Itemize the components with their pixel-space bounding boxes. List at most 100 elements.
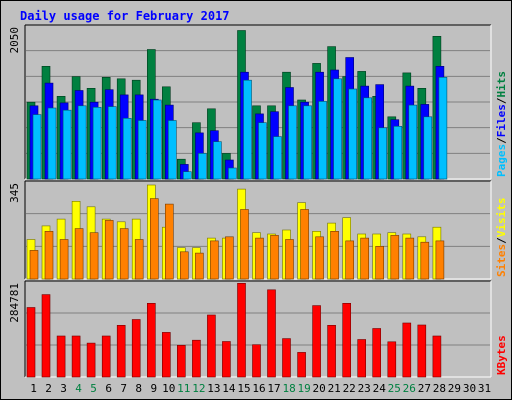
- bar-kbytes-kbytes-day-10: [162, 332, 171, 378]
- x-tick-label-day-10: 10: [162, 382, 175, 395]
- bar-hits-pages-day-28: [438, 77, 448, 180]
- legend-entry-pages: Pages: [495, 144, 508, 177]
- bar-hits-pages-day-1: [32, 114, 42, 180]
- legend-entry-files: Files: [495, 104, 508, 137]
- bar-hits-pages-day-22: [348, 88, 358, 180]
- bar-hits-pages-day-7: [122, 118, 132, 180]
- x-tick-label-day-1: 1: [30, 382, 37, 395]
- x-tick-label-day-31: 31: [478, 382, 491, 395]
- bar-hits-pages-day-2: [47, 107, 57, 180]
- bar-hits-pages-day-20: [318, 101, 327, 180]
- legend-kbytes: KBytes: [495, 335, 508, 375]
- bar-hits-pages-day-13: [213, 141, 222, 180]
- bar-kbytes-kbytes-day-12: [192, 339, 201, 378]
- bar-kbytes-kbytes-day-1: [26, 307, 36, 378]
- bar-visits-sites-day-26: [405, 237, 415, 280]
- bar-kbytes-kbytes-day-15: [237, 282, 246, 378]
- x-tick-label-day-2: 2: [45, 382, 52, 395]
- x-tick-label-day-17: 17: [267, 382, 280, 395]
- x-tick-label-day-7: 7: [120, 382, 127, 395]
- bar-hits-pages-day-15: [243, 79, 252, 180]
- bar-kbytes-kbytes-day-25: [387, 341, 397, 378]
- bar-hits-pages-day-9: [153, 99, 162, 180]
- bar-visits-sites-day-4: [74, 228, 84, 280]
- bar-kbytes-kbytes-day-13: [207, 314, 216, 378]
- y-max-label: 2050: [8, 27, 21, 54]
- bar-kbytes-kbytes-day-7: [116, 324, 126, 378]
- bar-hits-pages-day-16: [258, 122, 267, 180]
- bar-kbytes-kbytes-day-18: [282, 338, 291, 378]
- legend-visits: Sites/Visits: [495, 198, 508, 278]
- bar-kbytes-kbytes-day-21: [327, 324, 336, 378]
- y-max-label: 284781: [8, 283, 21, 323]
- x-tick-label-day-24: 24: [373, 382, 387, 395]
- bar-kbytes-kbytes-day-28: [432, 335, 442, 378]
- bar-hits-pages-day-12: [198, 153, 207, 180]
- bar-kbytes-kbytes-day-22: [342, 302, 352, 378]
- bar-visits-sites-day-2: [44, 231, 54, 280]
- x-tick-label-day-9: 9: [150, 382, 157, 395]
- x-tick-label-day-27: 27: [418, 382, 431, 395]
- bar-kbytes-kbytes-day-8: [131, 319, 141, 378]
- bar-kbytes-kbytes-day-26: [402, 322, 412, 378]
- bar-visits-sites-day-9: [150, 198, 159, 280]
- bar-hits-pages-day-25: [393, 126, 403, 180]
- x-tick-label-day-15: 15: [237, 382, 250, 395]
- bar-hits-pages-day-26: [408, 104, 418, 180]
- legend-separator: /: [495, 137, 508, 144]
- bar-hits-pages-day-24: [378, 127, 388, 180]
- x-tick-label-day-12: 12: [192, 382, 205, 395]
- bar-visits-sites-day-8: [134, 239, 144, 280]
- bar-kbytes-kbytes-day-17: [267, 289, 276, 378]
- bar-kbytes-kbytes-day-6: [101, 335, 111, 378]
- bar-kbytes-kbytes-day-23: [357, 339, 367, 378]
- x-tick-label-day-11: 11: [177, 382, 190, 395]
- bar-hits-pages-day-21: [333, 78, 342, 180]
- panel-hits: 2050 Pages/Files/Hits: [8, 24, 508, 180]
- bar-kbytes-kbytes-day-2: [41, 294, 51, 378]
- bar-visits-sites-day-17: [270, 235, 279, 280]
- bar-hits-pages-day-14: [228, 167, 237, 180]
- bar-visits-sites-day-27: [420, 241, 430, 280]
- bar-visits-sites-day-12: [195, 252, 204, 280]
- bar-kbytes-kbytes-day-20: [312, 305, 321, 378]
- bar-kbytes-kbytes-day-3: [56, 335, 66, 378]
- x-tick-label-day-5: 5: [90, 382, 97, 395]
- bar-hits-pages-day-6: [107, 106, 117, 180]
- bar-hits-pages-day-19: [303, 105, 312, 180]
- bar-kbytes-kbytes-day-14: [222, 341, 231, 378]
- bar-visits-sites-day-3: [59, 239, 69, 280]
- x-tick-label-day-6: 6: [105, 382, 112, 395]
- bar-kbytes-kbytes-day-11: [177, 344, 186, 378]
- bar-visits-sites-day-5: [89, 232, 99, 280]
- panel-visits: 345 Sites/Visits: [8, 180, 508, 280]
- x-tick-label-day-26: 26: [403, 382, 416, 395]
- bar-kbytes-kbytes-day-27: [417, 324, 427, 378]
- bar-hits-pages-day-17: [273, 136, 282, 180]
- bar-visits-sites-day-1: [29, 250, 39, 280]
- bar-hits-pages-day-5: [92, 107, 102, 180]
- bar-visits-sites-day-7: [119, 228, 129, 280]
- bar-kbytes-kbytes-day-19: [297, 352, 306, 378]
- chart-title: Daily usage for February 2017: [20, 9, 230, 23]
- x-tick-label-day-3: 3: [60, 382, 67, 395]
- bar-kbytes-kbytes-day-9: [147, 302, 156, 378]
- bar-visits-sites-day-6: [104, 220, 114, 280]
- legend-hits: Pages/Files/Hits: [495, 71, 508, 177]
- bar-kbytes-kbytes-day-4: [71, 335, 81, 378]
- y-max-label: 345: [8, 183, 21, 203]
- x-tick-label-day-21: 21: [328, 382, 341, 395]
- x-tick-label-day-25: 25: [388, 382, 401, 395]
- panel-kbytes: 284781 KBytes: [8, 280, 508, 378]
- x-tick-label-day-29: 29: [448, 382, 461, 395]
- bar-visits-sites-day-10: [165, 203, 174, 280]
- bar-visits-sites-day-16: [255, 237, 264, 280]
- legend-separator: /: [495, 97, 508, 104]
- x-tick-label-day-23: 23: [358, 382, 371, 395]
- bar-hits-pages-day-4: [77, 105, 87, 180]
- x-tick-label-day-4: 4: [75, 382, 82, 395]
- x-axis: 1 2 3 4 5 6 7 8 9 10 11 12 13 14 15 16 17 18 19 20 21 22 23 24 2…: [30, 382, 491, 395]
- bar-visits-sites-day-22: [345, 240, 355, 280]
